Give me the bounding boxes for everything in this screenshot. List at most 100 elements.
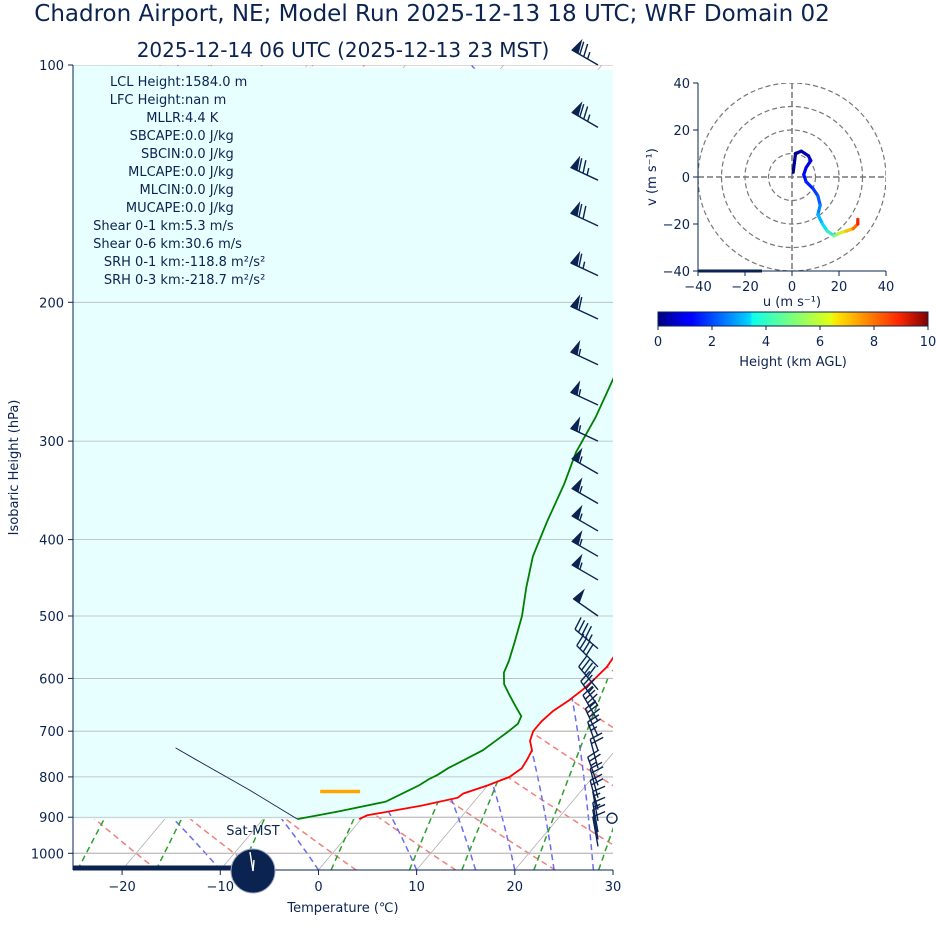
barb-half <box>579 538 583 547</box>
colorbar-tick-label: 4 <box>762 335 770 350</box>
barb-half <box>578 348 582 357</box>
figure-title: Chadron Airport, NE; Model Run 2025-12-1… <box>34 1 829 27</box>
isotherm-line <box>612 869 613 870</box>
hodo-y-tick-label: 20 <box>673 124 690 139</box>
barb-flag <box>571 38 583 55</box>
barb-flag <box>571 447 583 464</box>
barb-full <box>588 708 601 718</box>
barb-half <box>588 686 594 693</box>
stat-label: MLLR: <box>146 111 185 126</box>
y-tick-label: 700 <box>39 725 64 740</box>
isotherm-line <box>711 65 936 870</box>
wind-barb <box>570 201 599 227</box>
wind-barb <box>572 588 599 617</box>
y-tick-label: 200 <box>39 296 64 311</box>
barb-half <box>593 792 601 797</box>
hodo-y-tick-label: 0 <box>682 171 690 186</box>
barb-half <box>586 167 590 176</box>
stat-label: SRH 0-3 km: <box>104 273 185 288</box>
barb-half <box>588 634 593 642</box>
barb-staff <box>578 666 599 691</box>
colorbar-tick-label: 0 <box>654 335 662 350</box>
stat-value: -218.7 m²/s² <box>185 273 265 288</box>
barb-full <box>576 633 585 646</box>
barb-staff <box>592 809 599 840</box>
barb-full <box>589 761 603 770</box>
barb-flag <box>570 250 581 267</box>
hodo-y-tick-label: 40 <box>673 77 690 92</box>
barb-full <box>592 796 606 804</box>
barb-full <box>589 732 603 740</box>
hodo-x-tick-label: −40 <box>684 280 711 295</box>
barb-full <box>582 205 587 220</box>
stat-value: 30.6 m/s <box>185 237 242 252</box>
barb-full <box>592 803 606 811</box>
stat-label: MLCIN: <box>140 183 185 198</box>
barb-staff <box>592 816 599 847</box>
barb-staff <box>587 756 599 786</box>
x-tick-label: −10 <box>207 880 234 895</box>
barb-half <box>579 456 583 464</box>
barb-full <box>578 203 583 218</box>
hodo-x-tick-label: −20 <box>731 280 758 295</box>
sat-label: Sat-MST <box>226 824 279 839</box>
barb-full <box>582 160 587 174</box>
skewt-plot: −20 −10 0 10 20 30100200300400500600700800900… <box>7 38 936 916</box>
hodograph-segment <box>804 180 815 191</box>
barb-flag <box>571 101 583 117</box>
barb-full <box>581 622 589 636</box>
sat-clock-hand-short <box>252 859 255 872</box>
stat-label: Shear 0-1 km: <box>93 219 185 234</box>
mixing-ratio-line <box>646 678 712 870</box>
barb-flag <box>571 477 583 493</box>
barb-full <box>579 103 585 118</box>
wind-barb <box>571 101 599 129</box>
barb-half <box>586 114 591 122</box>
stat-value: 5.3 m/s <box>185 219 234 234</box>
barb-full <box>592 785 606 793</box>
wind-barb <box>571 477 599 505</box>
wind-barb <box>592 796 606 833</box>
barb-full <box>579 637 588 650</box>
barb-full <box>582 674 593 686</box>
skewt-data-lines <box>73 65 613 854</box>
wind-barb <box>571 504 599 532</box>
colorbar-tick-label: 2 <box>708 335 716 350</box>
barb-flag <box>570 380 581 397</box>
x-axis-label: Temperature (℃) <box>286 901 398 916</box>
barb-full <box>585 643 594 656</box>
hodo-x-tick-label: 20 <box>831 280 848 295</box>
barb-full <box>583 106 589 120</box>
temperature-profile <box>358 656 613 820</box>
colorbar-tick-label: 8 <box>870 335 878 350</box>
sat-indicator: Sat-MST <box>226 824 280 894</box>
stat-value: 0.0 J/kg <box>185 165 234 180</box>
barb-half <box>593 803 601 808</box>
barb-flag <box>571 530 583 546</box>
stat-label: SBCIN: <box>141 147 185 162</box>
wind-barb <box>584 700 601 737</box>
x-tick-label: 30 <box>605 880 622 895</box>
barb-full <box>587 693 598 704</box>
dewpoint-profile <box>297 377 613 820</box>
mixing-ratio-line <box>597 826 613 870</box>
barb-flag <box>570 201 581 217</box>
barb-full <box>578 296 583 311</box>
barb-staff <box>592 802 599 833</box>
stat-value: 4.4 K <box>185 111 219 126</box>
x-tick-label: −20 <box>108 880 135 895</box>
hodograph: −40 −20 0 20 40 −40 −20 0 20 40 u (m s⁻¹) v (m s⁻¹) <box>645 77 894 310</box>
barb-flag <box>570 416 581 433</box>
stat-value: -118.8 m²/s² <box>185 255 265 270</box>
stat-label: Shear 0-6 km: <box>93 237 185 252</box>
barb-half <box>590 726 598 732</box>
y-tick-label: 300 <box>39 435 64 450</box>
barb-full <box>588 718 601 727</box>
barb-flag <box>570 339 581 356</box>
stat-label: LCL Height: <box>110 75 185 90</box>
barb-half <box>579 562 583 570</box>
wind-barb <box>571 530 599 557</box>
wind-barb <box>578 655 599 691</box>
wind-barb <box>570 339 599 366</box>
